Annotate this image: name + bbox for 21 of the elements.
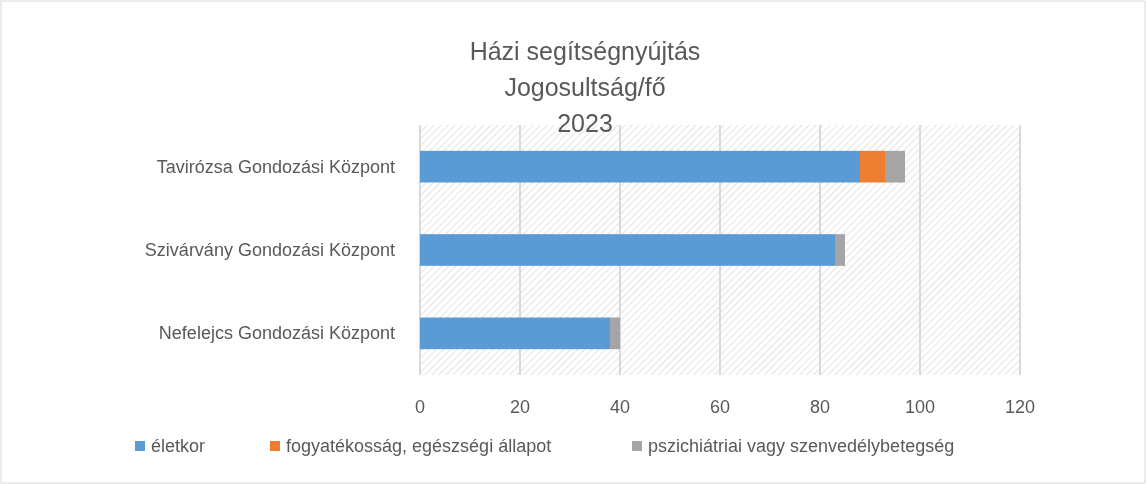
bar <box>420 234 835 266</box>
bar <box>885 150 905 183</box>
x-tick-label: 20 <box>509 397 531 417</box>
x-tick-label: 40 <box>609 397 631 417</box>
y-tick-label: Szivárvány Gondozási Központ <box>144 240 395 260</box>
bar <box>610 317 620 350</box>
x-tick-label: 80 <box>809 397 831 417</box>
bar <box>860 150 885 183</box>
x-tick-label: 0 <box>414 397 426 417</box>
legend-label: életkor <box>151 436 206 456</box>
legend-label: pszichiátriai vagy szenvedélybetegség <box>648 436 955 456</box>
bar <box>420 317 610 350</box>
y-tick-label: Tavirózsa Gondozási Központ <box>156 156 395 177</box>
legend-label: fogyatékosság, egészségi állapot <box>286 436 552 456</box>
x-tick-label: 100 <box>904 397 936 417</box>
x-tick-label: 120 <box>1004 397 1036 417</box>
chart-title: Házi segítségnyújtás Jogosultság/fő 2023 <box>469 37 701 137</box>
bar <box>420 150 860 183</box>
x-tick-label: 60 <box>709 397 731 417</box>
y-tick-label: Nefelejcs Gondozási Központ <box>158 323 395 344</box>
bar <box>835 234 845 266</box>
